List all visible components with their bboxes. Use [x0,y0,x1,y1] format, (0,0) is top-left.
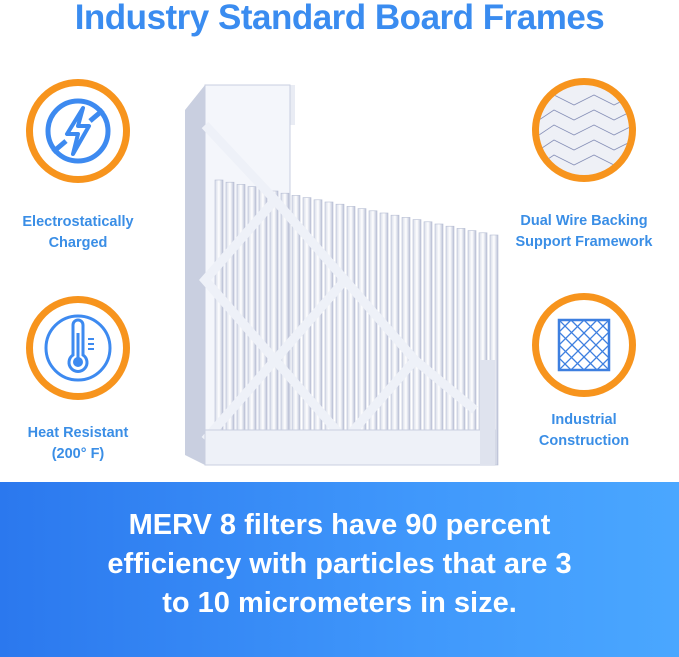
feature-label-heat: Heat Resistant (200° F) [27,425,129,462]
filter-pleat [269,190,279,466]
filter-pleat [412,219,422,466]
air-filter-illustration [185,84,499,466]
no-static-lightning-icon [26,79,130,183]
wire-mesh-photo-icon [532,78,636,182]
filter-pleat [368,210,378,466]
filter-pleat [280,192,290,466]
filter-pleat [379,212,389,466]
feature-label-electrostatic: Electrostatically Charged [22,214,134,251]
filter-pleat [445,225,455,466]
banner-line-3: to 10 micrometers in size. [162,587,517,619]
feature-label-wire-backing: Dual Wire Backing Support Framework [515,213,653,250]
merv-info-banner: MERV 8 filters have 90 percent efficienc… [0,482,679,657]
filter-pleat [258,188,268,466]
filter-pleat [423,221,433,466]
feature-label-industrial: Industrial Construction [538,412,630,449]
grid-frame-icon [532,293,636,397]
banner-line-1: MERV 8 filters have 90 percent [128,509,551,541]
page-title: Industry Standard Board Frames [74,0,605,37]
banner-line-2: efficiency with particles that are 3 [107,548,572,580]
filter-pleat [225,181,235,466]
thermometer-icon [26,296,130,400]
filter-pleat [434,223,444,466]
